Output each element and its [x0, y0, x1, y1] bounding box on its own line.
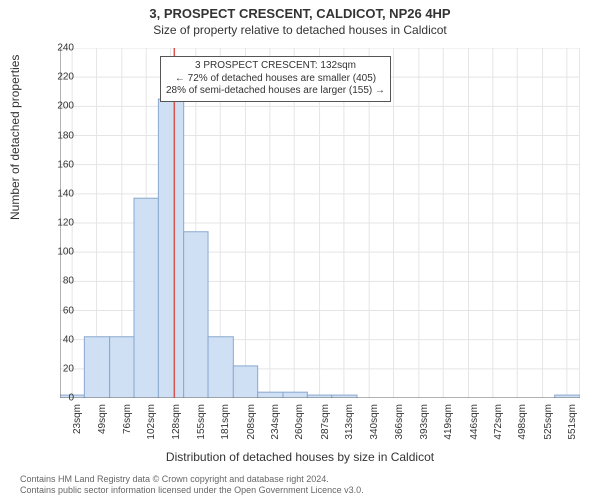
x-tick-label: 393sqm [419, 404, 430, 448]
x-tick-label: 366sqm [394, 404, 405, 448]
y-tick-label: 180 [44, 130, 74, 141]
x-tick-label: 525sqm [543, 404, 554, 448]
annotation-line-1: 3 PROSPECT CRESCENT: 132sqm [166, 60, 385, 73]
y-tick-label: 160 [44, 159, 74, 170]
x-tick-label: 498sqm [517, 404, 528, 448]
x-axis-label: Distribution of detached houses by size … [0, 450, 600, 464]
x-tick-label: 472sqm [493, 404, 504, 448]
footer-line-1: Contains HM Land Registry data © Crown c… [20, 474, 364, 485]
y-axis-label: Number of detached properties [8, 55, 22, 220]
x-tick-label: 155sqm [196, 404, 207, 448]
footer-line-2: Contains public sector information licen… [20, 485, 364, 496]
annotation-line-3: 28% of semi-detached houses are larger (… [166, 85, 385, 98]
y-tick-label: 20 [44, 363, 74, 374]
x-tick-label: 76sqm [122, 404, 133, 448]
y-tick-label: 80 [44, 276, 74, 287]
x-tick-label: 49sqm [97, 404, 108, 448]
page-subtitle: Size of property relative to detached ho… [0, 21, 600, 37]
x-tick-label: 419sqm [443, 404, 454, 448]
y-tick-label: 200 [44, 101, 74, 112]
y-tick-label: 100 [44, 247, 74, 258]
x-tick-label: 340sqm [369, 404, 380, 448]
y-tick-label: 40 [44, 334, 74, 345]
page-title: 3, PROSPECT CRESCENT, CALDICOT, NP26 4HP [0, 0, 600, 21]
x-tick-label: 181sqm [220, 404, 231, 448]
y-tick-label: 140 [44, 188, 74, 199]
annotation-box: 3 PROSPECT CRESCENT: 132sqm ← 72% of det… [160, 56, 391, 102]
x-tick-label: 234sqm [270, 404, 281, 448]
y-tick-label: 240 [44, 43, 74, 54]
y-tick-label: 120 [44, 218, 74, 229]
annotation-line-2: ← 72% of detached houses are smaller (40… [166, 73, 385, 86]
x-tick-label: 23sqm [72, 404, 83, 448]
x-tick-label: 208sqm [246, 404, 257, 448]
chart-container: 3, PROSPECT CRESCENT, CALDICOT, NP26 4HP… [0, 0, 600, 500]
x-tick-label: 446sqm [469, 404, 480, 448]
x-tick-label: 551sqm [567, 404, 578, 448]
y-tick-label: 0 [44, 393, 74, 404]
x-tick-label: 287sqm [320, 404, 331, 448]
footer-attribution: Contains HM Land Registry data © Crown c… [20, 474, 364, 496]
x-tick-label: 260sqm [294, 404, 305, 448]
x-tick-label: 102sqm [146, 404, 157, 448]
x-tick-label: 313sqm [344, 404, 355, 448]
x-tick-label: 128sqm [171, 404, 182, 448]
y-tick-label: 60 [44, 305, 74, 316]
chart-area: 3 PROSPECT CRESCENT: 132sqm ← 72% of det… [60, 48, 580, 398]
y-tick-label: 220 [44, 72, 74, 83]
